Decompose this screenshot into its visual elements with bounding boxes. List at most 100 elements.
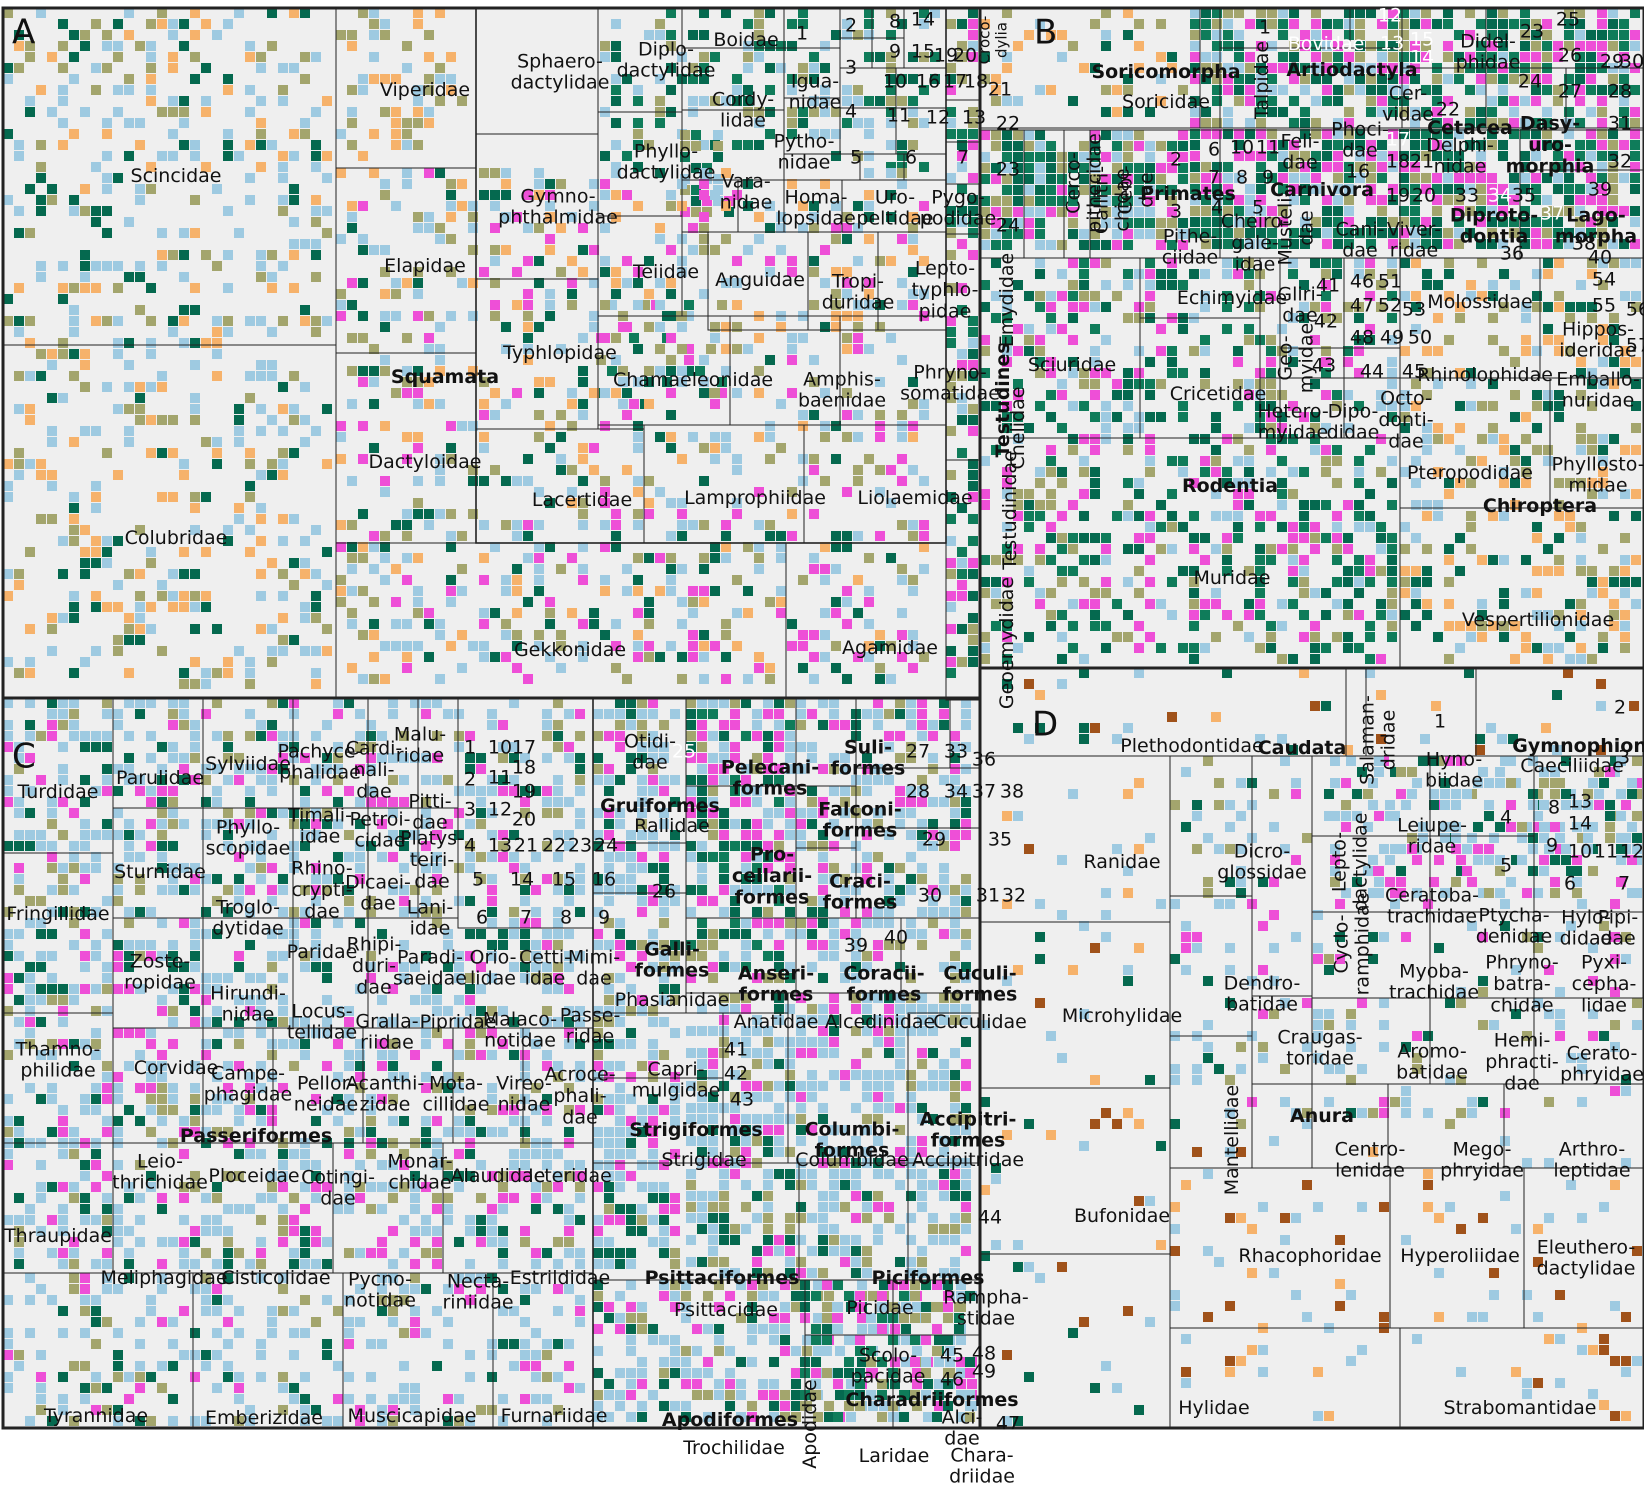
species-cell	[1597, 228, 1607, 238]
species-cell	[14, 742, 24, 752]
species-cell	[1201, 173, 1211, 183]
species-cell	[743, 63, 753, 73]
species-cell	[1332, 555, 1342, 565]
species-cell	[950, 1103, 960, 1113]
species-cell	[945, 1346, 955, 1356]
species-cell	[648, 1182, 658, 1192]
species-cell	[1565, 522, 1575, 532]
species-cell	[58, 764, 68, 774]
species-cell	[1444, 544, 1454, 554]
species-cell	[69, 1182, 79, 1192]
species-cell	[245, 764, 255, 774]
species-cell	[873, 907, 883, 917]
species-cell	[1387, 610, 1397, 620]
species-cell	[113, 885, 123, 895]
species-cell	[829, 786, 839, 796]
species-cell	[851, 1070, 861, 1080]
species-cell	[454, 1127, 464, 1137]
species-cell	[906, 698, 916, 708]
species-cell	[697, 885, 707, 895]
species-cell	[1289, 63, 1299, 73]
species-cell	[47, 984, 57, 994]
species-cell	[917, 907, 927, 917]
species-cell	[686, 1114, 696, 1124]
species-cell	[670, 885, 680, 895]
species-cell	[1554, 401, 1564, 411]
species-cell	[991, 291, 1001, 301]
species-cell	[1002, 555, 1012, 565]
species-cell	[956, 1379, 966, 1389]
species-cell	[1101, 555, 1111, 565]
species-cell	[465, 863, 475, 873]
species-cell	[864, 129, 874, 139]
species-cell	[796, 841, 806, 851]
species-cell	[1266, 335, 1276, 345]
species-cell	[774, 918, 784, 928]
species-cell	[743, 96, 753, 106]
species-cell	[1487, 206, 1497, 216]
species-cell	[946, 19, 956, 29]
species-cell	[648, 753, 658, 763]
species-cell	[1322, 162, 1332, 172]
species-cell	[1510, 357, 1520, 367]
species-cell	[1090, 19, 1100, 29]
species-cell	[399, 1394, 409, 1404]
species-cell	[1387, 357, 1397, 367]
species-cell	[807, 808, 817, 818]
species-cell	[1322, 41, 1332, 51]
species-cell	[388, 1295, 398, 1305]
species-cell	[454, 742, 464, 752]
species-cell	[1433, 434, 1443, 444]
species-cell	[135, 1383, 145, 1393]
species-cell	[1355, 129, 1365, 139]
species-cell	[957, 503, 967, 513]
species-cell	[1300, 195, 1310, 205]
species-cell	[956, 1335, 966, 1345]
species-cell	[1223, 41, 1233, 51]
species-cell	[604, 918, 614, 928]
species-cell	[741, 731, 751, 741]
species-cell	[1145, 291, 1155, 301]
species-cell	[1322, 140, 1332, 150]
species-cell	[1433, 280, 1443, 290]
species-cell	[1432, 118, 1442, 128]
species-cell	[146, 1295, 156, 1305]
species-cell	[1189, 566, 1199, 576]
species-cell	[135, 984, 145, 994]
species-cell	[212, 819, 222, 829]
species-cell	[1002, 357, 1012, 367]
species-cell	[1410, 217, 1420, 227]
species-cell	[1002, 63, 1012, 73]
species-cell	[957, 74, 967, 84]
species-cell	[380, 74, 390, 84]
species-cell	[1223, 184, 1233, 194]
species-cell	[1299, 467, 1309, 477]
species-cell	[807, 1081, 817, 1091]
species-cell	[884, 1037, 894, 1047]
species-cell	[961, 1180, 971, 1190]
species-cell	[245, 885, 255, 895]
species-cell	[961, 808, 971, 818]
species-cell	[421, 995, 431, 1005]
species-cell	[785, 786, 795, 796]
species-cell	[157, 1259, 167, 1269]
species-cell	[575, 786, 585, 796]
species-cell	[1035, 291, 1045, 301]
species-cell	[691, 207, 701, 217]
species-cell	[1476, 217, 1486, 227]
species-cell	[950, 907, 960, 917]
species-cell	[14, 808, 24, 818]
species-cell	[1212, 129, 1222, 139]
species-cell	[168, 786, 178, 796]
species-cell	[703, 1357, 713, 1367]
species-cell	[1608, 30, 1618, 40]
species-cell	[1300, 151, 1310, 161]
species-cell	[1399, 206, 1409, 216]
species-cell	[146, 1127, 156, 1137]
species-cell	[542, 1116, 552, 1126]
species-cell	[829, 1246, 839, 1256]
species-cell	[157, 863, 167, 873]
species-cell	[498, 1306, 508, 1316]
species-cell	[991, 599, 1001, 609]
species-cell	[1234, 217, 1244, 227]
